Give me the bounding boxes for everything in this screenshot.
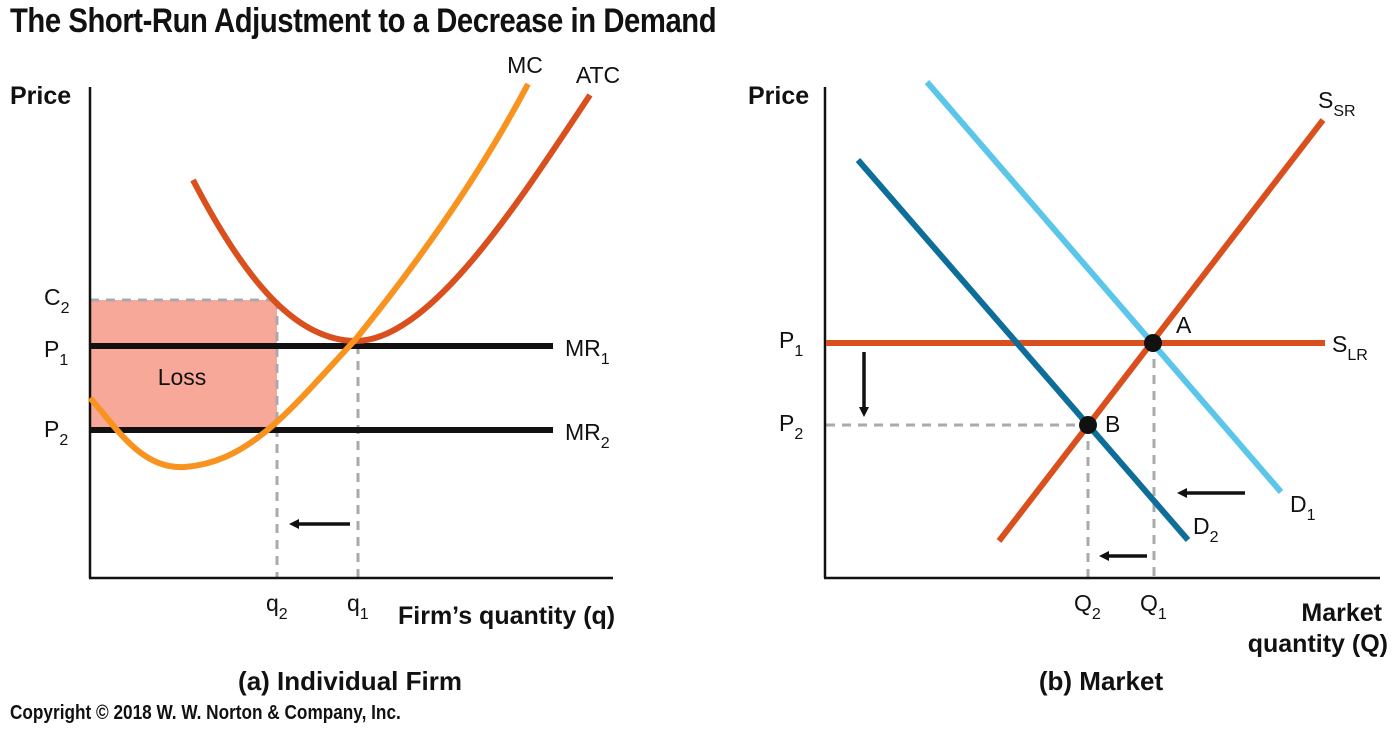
panel-b-caption: (b) Market xyxy=(1039,666,1164,696)
d1-label: D1 xyxy=(1290,491,1316,524)
tick-q2-firm: q2 xyxy=(266,590,288,623)
tick-c2: C2 xyxy=(44,284,70,317)
panel-b-dashed-guides xyxy=(826,343,1156,578)
tick-p2-firm: P2 xyxy=(44,416,68,449)
tick-q1-market: Q1 xyxy=(1140,590,1167,623)
panel-b-x-label-line2: quantity (Q) xyxy=(1248,630,1388,658)
copyright-notice: Copyright © 2018 W. W. Norton & Company,… xyxy=(10,702,401,724)
mc-curve xyxy=(87,82,531,471)
page-title: The Short-Run Adjustment to a Decrease i… xyxy=(10,2,717,40)
panel-a-x-label: Firm’s quantity (q) xyxy=(398,602,615,630)
point-b-label: B xyxy=(1105,411,1120,437)
tick-q1-firm: q1 xyxy=(347,590,369,623)
panel-a: Loss MC ATC MR1 MR2 Price Firm’s quantit… xyxy=(10,52,620,696)
point-a-label: A xyxy=(1176,312,1192,338)
d1-line xyxy=(924,80,1284,494)
panel-b-axes xyxy=(823,87,1380,580)
equilibrium-point-a xyxy=(1144,334,1162,352)
panel-a-dashed-guides xyxy=(90,298,360,578)
panel-b-y-label: Price xyxy=(748,82,809,110)
mr1-label: MR1 xyxy=(565,335,610,368)
panel-b-x-label-line1: Market xyxy=(1301,599,1382,627)
slr-label: SLR xyxy=(1332,331,1368,364)
ssr-line xyxy=(996,118,1326,543)
equilibrium-point-b xyxy=(1079,416,1097,434)
tick-p1-firm: P1 xyxy=(44,336,68,369)
atc-label: ATC xyxy=(576,62,620,88)
panel-b: A B SSR SLR D1 D2 Price Market quantity … xyxy=(748,80,1388,696)
tick-q2-market: Q2 xyxy=(1074,590,1101,623)
mr2-label: MR2 xyxy=(565,419,610,452)
loss-label: Loss xyxy=(158,364,207,390)
panel-a-caption: (a) Individual Firm xyxy=(238,666,462,696)
d2-label: D2 xyxy=(1193,513,1219,546)
atc-curve xyxy=(190,93,593,345)
ssr-label: SSR xyxy=(1318,87,1356,120)
tick-p2-market: P2 xyxy=(779,410,803,443)
mc-label: MC xyxy=(507,52,543,78)
loss-area xyxy=(90,300,277,430)
tick-p1-market: P1 xyxy=(779,327,803,360)
d2-line xyxy=(855,158,1191,542)
panel-a-axes xyxy=(88,87,613,580)
panel-a-y-label: Price xyxy=(10,82,71,110)
